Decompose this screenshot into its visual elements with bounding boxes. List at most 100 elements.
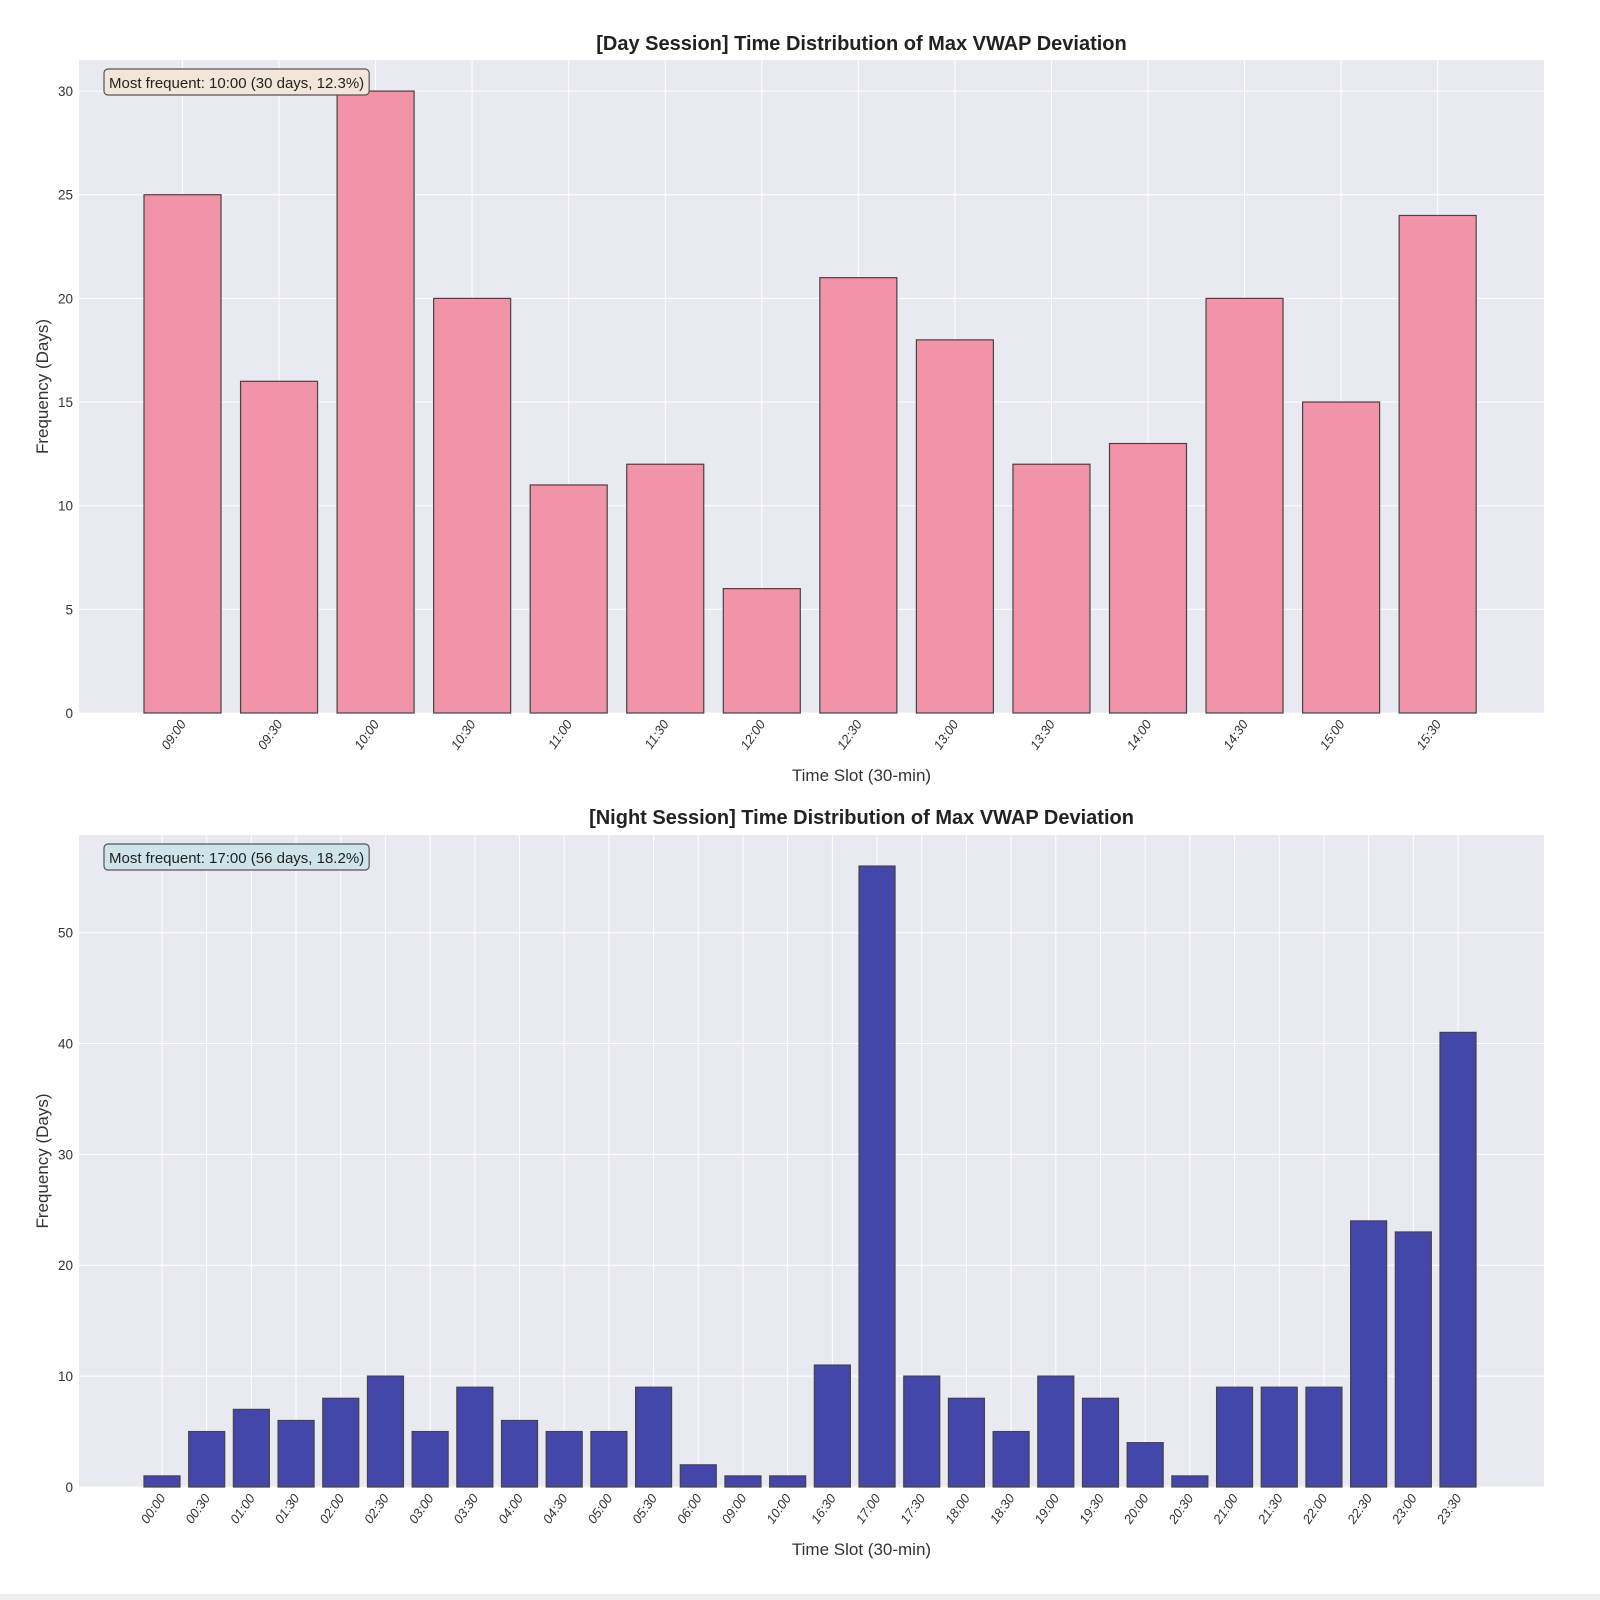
- day-annotation-box: [103, 68, 370, 96]
- night-x-tick-label: 01:30: [272, 1490, 303, 1526]
- night-x-ticks: 00:00 00:30 01:00 01:30 02:00 02:30 03:00 03:30…: [138, 1490, 1465, 1527]
- day-bars: [143, 90, 1477, 714]
- day-x-tick-label: 14:00: [1124, 716, 1155, 752]
- night-x-tick-label: 21:00: [1209, 1490, 1241, 1527]
- night-y-tick-label: 50: [58, 926, 73, 941]
- night-x-tick-label: 19:00: [1031, 1490, 1062, 1526]
- night-y-ticks: 0 10 20 30 40 50: [58, 926, 73, 1495]
- night-bar-1830: [992, 1430, 1030, 1488]
- night-x-tick-label: 03:30: [450, 1490, 481, 1526]
- night-y-tick-label: 0: [65, 1480, 73, 1495]
- day-x-tick-label: 10:00: [351, 716, 382, 752]
- day-x-tick-label: 14:30: [1220, 716, 1251, 752]
- day-y-ticks: 0 5 10 15 20 25 30: [58, 84, 73, 721]
- day-annotation: Most frequent: 10:00 (30 days, 12.3%): [103, 68, 370, 96]
- day-bar-1200: [722, 588, 801, 714]
- night-gridlines: [79, 835, 1544, 1488]
- night-x-tick-label: 03:00: [406, 1490, 437, 1526]
- day-bar-1000: [336, 90, 415, 714]
- night-x-tick-label: 00:00: [138, 1490, 169, 1526]
- night-bar-1630: [813, 1364, 851, 1488]
- night-bar-0330: [456, 1386, 494, 1488]
- night-y-axis-label: Frequency (Days): [33, 1093, 52, 1228]
- day-x-tick-label: 15:00: [1317, 716, 1348, 752]
- day-bar-1300: [915, 339, 995, 714]
- night-bar-0400: [500, 1419, 539, 1488]
- day-x-ticks: 09:00 09:30 10:00 10:30 11:00 11:30 12:00 12:30…: [158, 716, 1445, 752]
- night-x-tick-label: 06:00: [674, 1490, 705, 1526]
- night-bars: [143, 865, 1477, 1488]
- day-x-tick-label: 09:00: [158, 716, 189, 752]
- bottom-strip: [0, 1594, 1600, 1600]
- day-x-tick-label: 13:30: [1027, 716, 1058, 752]
- night-annotation: Most frequent: 17:00 (56 days, 18.2%): [103, 843, 370, 871]
- night-x-tick-label: 05:00: [584, 1490, 615, 1526]
- night-y-tick-label: 40: [58, 1036, 73, 1051]
- night-bar-0300: [411, 1430, 449, 1488]
- night-x-tick-label: 05:30: [629, 1490, 660, 1526]
- night-bar-1800: [947, 1397, 986, 1488]
- night-x-tick-label: 09:00: [718, 1490, 749, 1526]
- day-x-tick-label: 09:30: [255, 716, 286, 752]
- day-x-tick-label: 10:30: [448, 716, 479, 752]
- day-plot-area: [79, 60, 1544, 713]
- night-x-axis-label: Time Slot (30-min): [792, 1540, 931, 1559]
- day-x-tick-label: 12:30: [834, 716, 865, 752]
- night-bar-0500: [590, 1430, 628, 1488]
- day-session-chart: 0 5 10 15 20 25 30 09:00 09:30 10:00 10:30 11:00 11…: [33, 33, 1544, 785]
- night-bar-1730: [903, 1375, 941, 1488]
- night-x-tick-label: 17:30: [897, 1490, 928, 1526]
- night-annotation-text: Most frequent: 17:00 (56 days, 18.2%): [109, 850, 364, 867]
- night-x-tick-label: 04:30: [540, 1490, 571, 1526]
- day-y-tick-label: 0: [65, 706, 73, 721]
- day-x-tick-label: 11:30: [641, 716, 672, 751]
- day-bar-1130: [626, 463, 705, 714]
- day-x-tick-label: 11:00: [545, 716, 576, 751]
- day-annotation-text: Most frequent: 10:00 (30 days, 12.3%): [109, 75, 364, 92]
- night-bar-2300: [1394, 1231, 1432, 1488]
- night-bar-2330: [1439, 1031, 1477, 1488]
- day-y-tick-label: 5: [65, 602, 73, 617]
- day-y-tick-label: 20: [58, 291, 73, 306]
- night-bar-2100: [1215, 1386, 1254, 1488]
- day-x-tick-label: 12:00: [737, 716, 768, 752]
- day-y-tick-label: 10: [58, 499, 73, 514]
- night-x-tick-label: 23:30: [1433, 1490, 1465, 1527]
- night-bar-0100: [232, 1408, 270, 1488]
- night-x-tick-label: 20:30: [1165, 1490, 1197, 1527]
- night-bar-0430: [545, 1430, 583, 1488]
- day-bar-0930: [239, 380, 319, 714]
- day-x-tick-label: 13:00: [930, 716, 961, 752]
- night-annotation-box: [103, 843, 370, 871]
- night-x-tick-label: 10:00: [763, 1490, 794, 1526]
- night-x-tick-label: 20:00: [1120, 1490, 1152, 1527]
- night-y-tick-label: 10: [58, 1369, 73, 1384]
- day-bar-1230: [819, 277, 898, 714]
- day-bar-1430: [1205, 297, 1284, 714]
- day-y-tick-label: 25: [58, 188, 73, 203]
- night-bar-2230: [1350, 1220, 1388, 1488]
- day-bar-1030: [433, 297, 512, 714]
- night-bar-0230: [366, 1375, 405, 1488]
- day-bar-1100: [529, 484, 608, 714]
- night-y-tick-label: 30: [58, 1147, 73, 1162]
- night-bar-0000: [143, 1475, 181, 1488]
- night-bar-2000: [1126, 1442, 1164, 1488]
- night-x-tick-label: 02:30: [361, 1490, 392, 1526]
- night-x-tick-label: 23:00: [1388, 1490, 1420, 1527]
- night-bar-1000: [769, 1475, 807, 1488]
- night-y-tick-label: 20: [58, 1258, 73, 1273]
- night-x-tick-label: 19:30: [1076, 1490, 1107, 1526]
- night-bar-0130: [277, 1419, 315, 1488]
- night-x-tick-label: 02:00: [316, 1490, 347, 1526]
- night-session-chart: 0 10 20 30 40 50 00:00 00:30 01:00 01:30 02:00 02:…: [33, 807, 1544, 1559]
- night-x-tick-label: 04:00: [495, 1490, 526, 1526]
- night-x-tick-label: 22:30: [1344, 1490, 1376, 1527]
- night-bar-2200: [1305, 1386, 1343, 1488]
- night-plot-area: [79, 835, 1544, 1487]
- night-x-tick-label: 16:30: [808, 1490, 839, 1526]
- day-bar-1500: [1301, 401, 1381, 714]
- night-bar-0900: [724, 1475, 762, 1488]
- night-x-tick-label: 22:00: [1299, 1490, 1331, 1527]
